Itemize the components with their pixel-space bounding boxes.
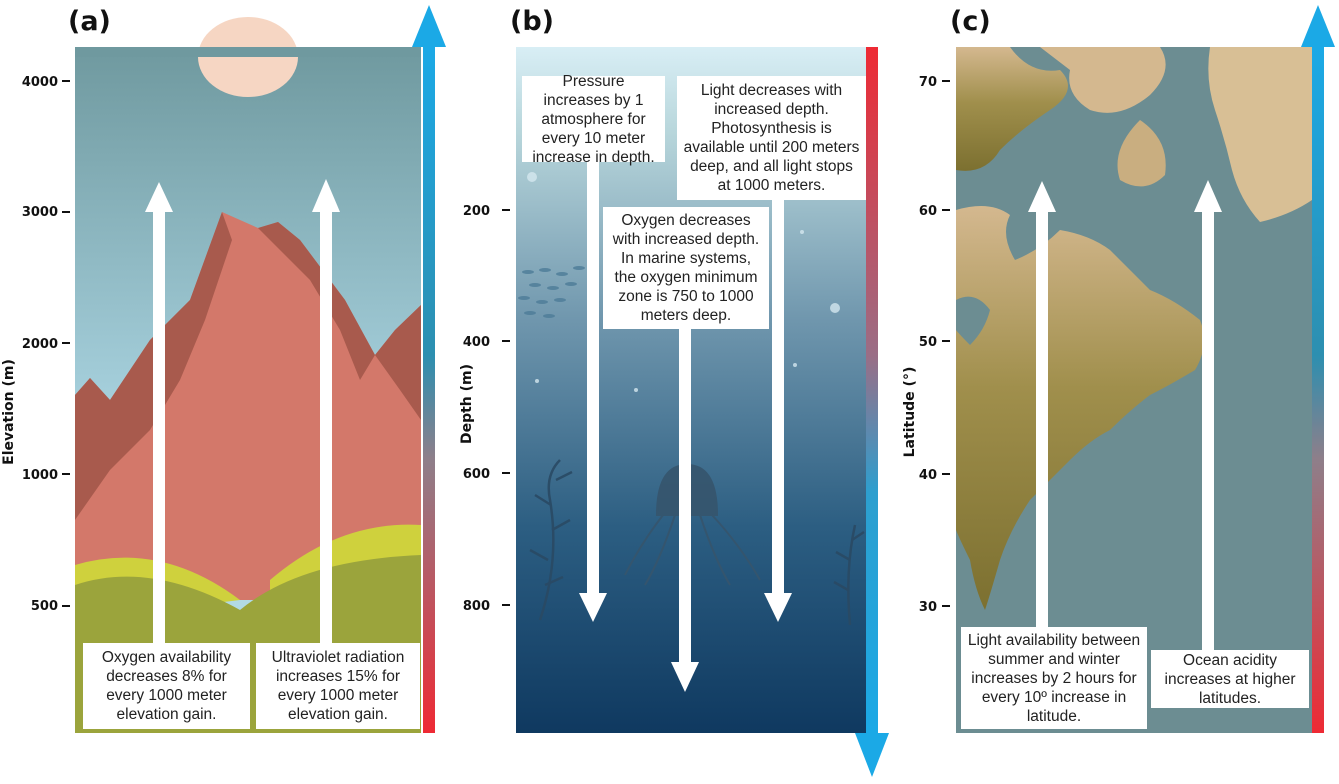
arrow-up-icon <box>412 5 446 47</box>
note-uv-elevation: Ultraviolet radiation increases 15% for … <box>256 643 420 729</box>
panel-b-gradient-bar <box>855 47 889 777</box>
land-mass <box>956 47 1068 171</box>
note-oxygen-elevation: Oxygen availability decreases 8% for eve… <box>83 643 250 729</box>
panel-b-axis: 200 400 600 800 Depth (m) <box>459 204 510 614</box>
tick-label: 30 <box>919 600 937 615</box>
axis-title: Depth (m) <box>459 364 475 444</box>
panel-a-arrows <box>145 179 340 645</box>
tick-label: 500 <box>31 599 58 614</box>
axis-title: Latitude (°) <box>902 367 918 458</box>
tick-label: 2000 <box>22 337 58 352</box>
seaweed-icon <box>529 459 865 626</box>
panel-a-axis: 500 1000 2000 3000 4000 Elevation (m) <box>1 75 70 614</box>
panel-c-gradient-bar <box>1301 5 1335 733</box>
panel-a-gradient-bar <box>412 5 446 733</box>
note-light-latitude: Light availability between summer and wi… <box>961 627 1147 729</box>
tick-label: 1000 <box>22 468 58 483</box>
arrow-down-icon <box>855 733 889 777</box>
panel-c-arrows <box>1028 180 1222 650</box>
panel-c: (c) 30 40 50 60 <box>902 5 1335 733</box>
note-oxygen-depth: Oxygen decreases with increased depth. I… <box>603 207 769 329</box>
tick-label: 60 <box>919 204 937 219</box>
axis-title: Elevation (m) <box>1 359 17 465</box>
tick-label: 800 <box>463 599 490 614</box>
panel-a: (a) 500 <box>1 5 446 733</box>
arrow-up-icon <box>1301 5 1335 47</box>
note-acidity-latitude: Ocean acidity increases at higher latitu… <box>1151 650 1309 708</box>
tick-label: 200 <box>463 204 490 219</box>
panel-a-label: (a) <box>68 6 111 37</box>
panel-a-illustration <box>75 17 421 733</box>
tick-label: 70 <box>919 75 937 90</box>
panel-c-axis: 30 40 50 60 70 Latitude (°) <box>902 75 950 615</box>
tick-label: 50 <box>919 335 937 350</box>
tick-label: 40 <box>919 468 937 483</box>
note-pressure-depth: Pressure increases by 1 atmosphere for e… <box>522 73 665 166</box>
note-light-depth: Light decreases with increased depth. Ph… <box>677 76 866 200</box>
fish-school <box>518 266 585 318</box>
panel-b-arrows <box>579 160 792 692</box>
tick-label: 3000 <box>22 205 58 220</box>
panel-c-label: (c) <box>950 6 991 37</box>
panel-c-illustration <box>956 47 1312 733</box>
panel-b-label: (b) <box>510 6 554 37</box>
tick-label: 400 <box>463 335 490 350</box>
tick-label: 600 <box>463 467 490 482</box>
tick-label: 4000 <box>22 75 58 90</box>
